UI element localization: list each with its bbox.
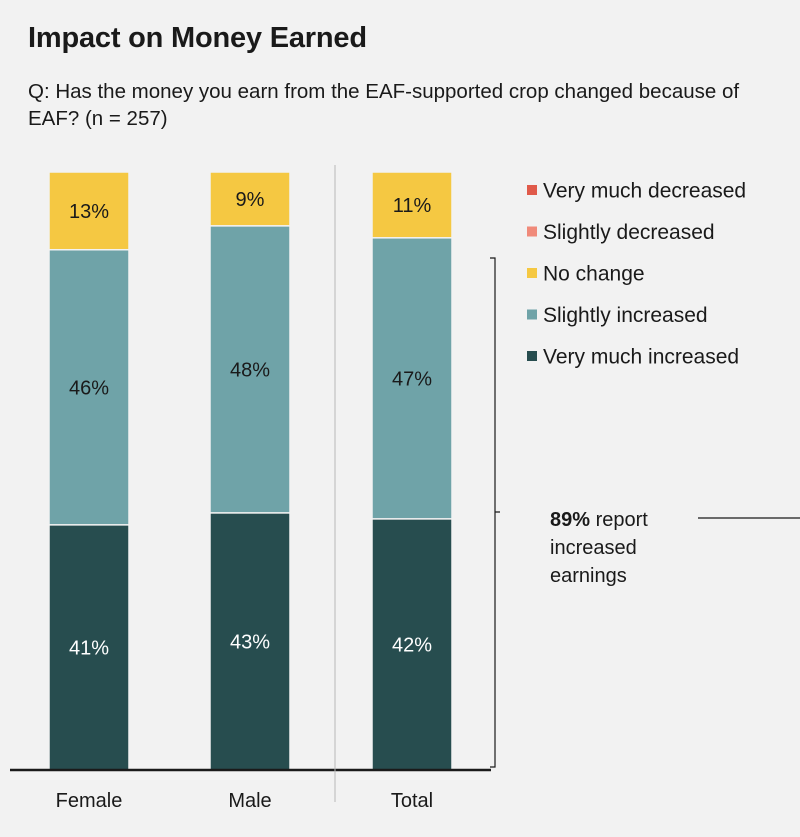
increased-bracket — [490, 257, 500, 768]
bar-male-slightly-increased — [209, 225, 291, 514]
bar-female-slightly-increased — [48, 248, 130, 526]
data-label-total-very-much-increased: 42% — [392, 634, 432, 656]
increased-earnings-callout: 89% report increased earnings — [550, 506, 700, 590]
chart-title: Impact on Money Earned — [28, 22, 367, 54]
data-label-female-very-much-increased: 41% — [69, 637, 109, 659]
chart-subtitle: Q: Has the money you earn from the EAF-s… — [28, 80, 740, 130]
x-tick-label-male: Male — [228, 790, 271, 812]
callout-value: 89% — [550, 509, 591, 531]
data-label-female-slightly-increased: 46% — [69, 377, 109, 399]
data-label-male-very-much-increased: 43% — [230, 631, 270, 653]
x-tick-label-total: Total — [391, 790, 433, 812]
legend-swatch-slightly-decreased — [527, 226, 537, 237]
legend-label-very-much-decreased: Very much decreased — [543, 180, 746, 203]
data-label-female-no-change: 13% — [69, 201, 109, 223]
legend-swatch-no-change — [527, 268, 537, 278]
data-label-male-no-change: 9% — [236, 189, 265, 211]
bar-male-very-much-increased — [209, 512, 291, 771]
data-label-male-slightly-increased: 48% — [230, 359, 270, 381]
legend-label-no-change: No change — [543, 263, 645, 286]
bar-female-no-change — [48, 171, 130, 251]
bar-total-slightly-increased — [371, 237, 453, 520]
data-label-total-no-change: 11% — [393, 195, 432, 217]
legend-swatch-very-much-increased — [527, 351, 537, 361]
x-tick-label-female: Female — [56, 790, 123, 812]
legend-label-slightly-increased: Slightly increased — [543, 304, 708, 327]
callout-text: report increased earnings — [550, 509, 648, 587]
legend-swatch-slightly-increased — [527, 309, 537, 320]
bar-total-no-change — [371, 171, 453, 239]
legend-label-very-much-increased: Very much increased — [543, 346, 739, 369]
legend-swatch-very-much-decreased — [527, 185, 537, 195]
bar-male-no-change — [209, 171, 291, 227]
data-label-total-slightly-increased: 47% — [392, 368, 432, 390]
legend-label-slightly-decreased: Slightly decreased — [543, 221, 715, 244]
